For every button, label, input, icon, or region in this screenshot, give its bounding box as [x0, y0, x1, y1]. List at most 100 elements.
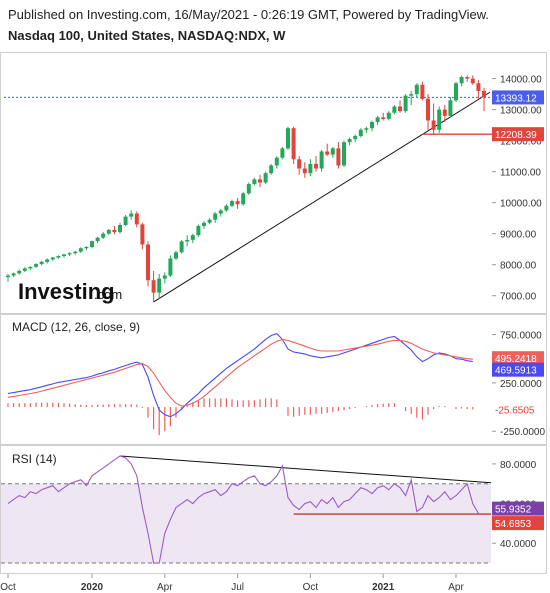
- last-price-tag-bg: [492, 90, 544, 105]
- candle-body: [325, 151, 330, 155]
- candle-body: [420, 84, 425, 99]
- x-tick-label: 2021: [372, 582, 395, 593]
- x-tick-label: Jul: [231, 582, 244, 593]
- macd-histogram: [7, 398, 474, 436]
- candle-body: [34, 264, 38, 267]
- candle-body: [336, 148, 341, 166]
- candle-body: [459, 77, 464, 84]
- published-info: Published on Investing.com, 16/May/2021 …: [8, 7, 490, 22]
- candle-body: [39, 261, 44, 265]
- candle-body: [280, 148, 285, 158]
- price-tick-label: 7000.00: [500, 292, 537, 303]
- rsi-support-tag-bg: [492, 516, 544, 531]
- candle-body: [448, 100, 453, 116]
- price-tick-label: 13000.00: [500, 106, 542, 117]
- candle-body: [45, 259, 50, 262]
- candle-body: [431, 120, 436, 130]
- candle-body: [258, 179, 262, 183]
- signal-value-tag-bg: [492, 351, 544, 366]
- candle-body: [179, 241, 184, 253]
- rsi-band: [1, 483, 491, 564]
- macd-value-tag-bg: [492, 362, 544, 377]
- rsi-tick-label: 40.0000: [500, 539, 537, 550]
- candle-body: [78, 248, 83, 252]
- candle-body: [196, 225, 201, 236]
- rsi-value-tag: 55.9352: [495, 505, 532, 516]
- price-tick-label: 8000.00: [500, 261, 537, 272]
- candle-body: [241, 193, 246, 205]
- price-tick-label: 10000.00: [500, 199, 542, 210]
- candle-body: [112, 229, 117, 233]
- logo-suffix: .com: [94, 287, 122, 302]
- candle-body: [364, 128, 369, 130]
- candle-body: [470, 78, 475, 84]
- candle-body: [190, 235, 195, 240]
- x-tick-label: 2020: [81, 582, 104, 593]
- macd-tick-label: -250.0000: [500, 427, 545, 438]
- candle-body: [174, 252, 178, 259]
- candle-body: [62, 254, 66, 256]
- candle-body: [218, 210, 223, 214]
- candle-body: [403, 95, 408, 112]
- candle-body: [185, 239, 190, 242]
- macd-panel: MACD (12, 26, close, 9) 750.0000 250.0000…: [0, 314, 547, 445]
- candle-body: [95, 237, 100, 242]
- candle-body: [319, 151, 324, 169]
- candle-body: [314, 163, 318, 169]
- macd-tick-label: 250.0000: [500, 379, 542, 390]
- candles: [6, 75, 486, 302]
- candle-body: [476, 83, 481, 92]
- candle-body: [118, 224, 122, 233]
- candle-body: [202, 222, 206, 226]
- signal-line: [7, 338, 473, 407]
- candle-body: [162, 275, 167, 279]
- candle-body: [50, 257, 55, 260]
- rsi-tick-label: 80.0000: [500, 460, 537, 471]
- macd-value-tag: 469.5913: [495, 366, 537, 377]
- price-axis: 14000.00 13000.00 12000.00 11000.00 10000.00…: [492, 75, 542, 303]
- candle-body: [437, 109, 442, 130]
- candle-body: [106, 229, 111, 234]
- rsi-tags: 55.9352 54.6853: [492, 501, 544, 531]
- candle-body: [252, 179, 257, 185]
- candle-body: [286, 128, 290, 149]
- hist-value-tag-bg: [492, 402, 544, 417]
- candle-body: [398, 106, 402, 112]
- candle-body: [482, 91, 486, 98]
- macd-title: MACD (12, 26, close, 9): [12, 320, 140, 334]
- candle-body: [140, 224, 145, 245]
- x-tick-label: Apr: [448, 582, 464, 593]
- candle-body: [347, 139, 352, 143]
- macd-line: [7, 332, 473, 418]
- candle-body: [454, 83, 458, 101]
- price-tick-label: 11000.00: [500, 168, 541, 179]
- price-panel: 14000.00 13000.00 12000.00 11000.00 10000.00…: [0, 52, 547, 314]
- candle-body: [353, 135, 358, 140]
- rsi-support-tag: 54.6853: [495, 519, 532, 530]
- candle-body: [230, 201, 234, 206]
- support-level-tag-bg: [492, 127, 544, 142]
- candle-body: [67, 253, 72, 255]
- candle-body: [151, 280, 156, 293]
- x-axis: Oct 2020 Apr Jul Oct 2021 Apr: [0, 574, 464, 593]
- candle-body: [375, 117, 380, 123]
- candle-body: [274, 157, 279, 166]
- rsi-title: RSI (14): [12, 452, 57, 466]
- candle-body: [207, 219, 212, 223]
- candle-body: [409, 94, 414, 96]
- macd-axis: 750.0000 250.0000 -250.0000: [492, 331, 545, 438]
- candle-body: [442, 109, 447, 116]
- candle-body: [73, 251, 78, 254]
- instrument-title: Nasdaq 100, United States, NASDAQ:NDX, W: [8, 28, 286, 43]
- candle-body: [123, 216, 128, 225]
- candle-body: [386, 112, 391, 119]
- candle-body: [134, 213, 139, 225]
- candle-body: [465, 77, 470, 79]
- candle-body: [28, 266, 33, 269]
- candle-body: [414, 84, 419, 95]
- candle-body: [302, 168, 307, 174]
- candle-body: [84, 247, 89, 249]
- price-panel-border: [0, 52, 547, 314]
